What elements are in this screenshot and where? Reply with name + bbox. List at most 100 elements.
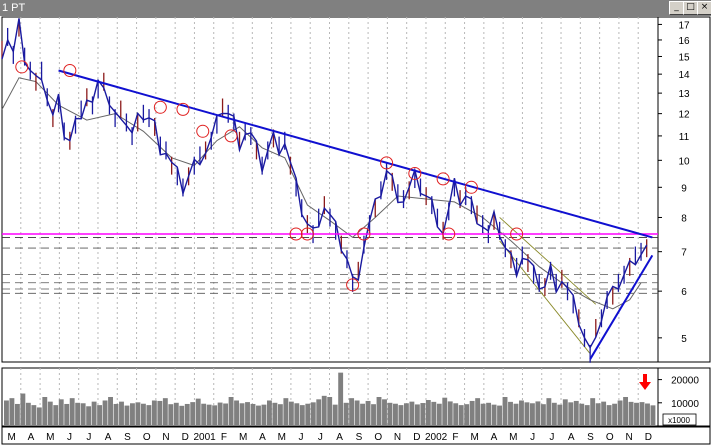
price-tick-label: 14 — [678, 70, 690, 81]
circle-marker — [63, 64, 77, 78]
volume-bar — [524, 402, 530, 425]
volume-bar — [497, 405, 502, 425]
volume-bar — [266, 400, 272, 425]
x-tick-label: F — [221, 432, 227, 443]
volume-bar — [469, 400, 475, 425]
volume-bar — [173, 402, 179, 425]
x-tick-label: M — [471, 432, 479, 443]
circle-marker — [289, 227, 303, 241]
volume-bar — [272, 402, 278, 425]
price-axis-panel — [657, 16, 711, 363]
x-tick-label: N — [394, 432, 401, 443]
circled-points — [15, 60, 524, 292]
x-tick-label: M — [509, 432, 517, 443]
price-tick-label: 10 — [678, 156, 690, 167]
volume-bar — [261, 404, 267, 425]
volume-bar — [650, 405, 656, 425]
volume-bar — [4, 400, 9, 425]
volume-bar — [124, 405, 130, 425]
volume-bar — [217, 402, 223, 425]
circle-marker — [357, 227, 371, 241]
resistance-trendline — [58, 69, 653, 239]
circle-marker — [408, 166, 422, 180]
volume-bar — [53, 405, 59, 425]
volume-bar — [36, 407, 42, 425]
price-tick-label: 15 — [678, 52, 690, 63]
volume-tick-label: 10000 — [671, 399, 699, 410]
volume-unit-label: x1000 — [668, 416, 690, 425]
volume-bar — [425, 400, 431, 425]
volume-bar — [365, 400, 371, 425]
volume-bar — [195, 398, 201, 425]
volume-bar — [606, 405, 612, 425]
volume-tick-label: 20000 — [671, 376, 699, 387]
volume-bar — [283, 398, 289, 425]
volume-bar — [623, 397, 629, 425]
circle-marker — [464, 180, 478, 194]
volume-bar — [75, 402, 81, 425]
volume-bar — [310, 402, 316, 425]
close-button[interactable]: × — [697, 1, 711, 15]
x-tick-label: J — [299, 432, 304, 443]
volume-bar — [551, 402, 557, 425]
x-tick-label: A — [568, 432, 575, 443]
volume-bar — [349, 398, 355, 425]
volume-bar — [557, 404, 563, 425]
volume-bar — [590, 398, 596, 425]
volume-bar — [47, 401, 53, 425]
x-tick-label: F — [452, 432, 458, 443]
circle-marker — [436, 172, 450, 186]
circle-marker — [442, 227, 456, 241]
x-tick-label: A — [491, 432, 498, 443]
channel-line — [499, 240, 591, 354]
volume-bar — [316, 399, 322, 425]
volume-bar — [108, 397, 113, 425]
volume-bar — [409, 401, 415, 425]
circle-marker — [176, 102, 190, 116]
x-tick-label: S — [356, 432, 363, 443]
circle-marker — [380, 156, 394, 170]
volume-bar — [628, 401, 634, 425]
arrow-head — [639, 382, 651, 390]
volume-bar — [69, 398, 75, 425]
volume-bar — [387, 402, 393, 425]
volume-bar — [393, 403, 398, 425]
volume-bar — [546, 398, 552, 425]
volume-bar — [162, 398, 168, 425]
volume-bar — [475, 398, 481, 425]
x-tick-label: N — [625, 432, 632, 443]
volume-bar — [91, 401, 97, 425]
volume-bar — [645, 403, 650, 425]
x-tick-label: A — [28, 432, 35, 443]
volume-bar — [414, 404, 420, 425]
volume-bar — [9, 398, 15, 425]
price-tick-label: 5 — [681, 334, 687, 345]
volume-bar — [113, 403, 119, 425]
volume-bar — [617, 400, 623, 425]
volume-bars — [4, 372, 656, 425]
volume-bar — [535, 401, 541, 425]
circle-marker — [15, 60, 29, 74]
volume-bar — [343, 402, 349, 425]
volume-bar — [201, 403, 207, 425]
x-tick-label: J — [86, 432, 91, 443]
volume-bar — [327, 397, 333, 425]
x-tick-label: M — [46, 432, 54, 443]
volume-bar — [453, 403, 459, 425]
volume-bar — [562, 399, 568, 425]
volume-bar — [584, 405, 590, 425]
x-tick-label: M — [239, 432, 247, 443]
volume-bar — [332, 404, 338, 425]
volume-bar — [234, 400, 239, 425]
volume-bar — [491, 404, 497, 425]
volume-bar — [634, 402, 639, 425]
x-tick-label: D — [645, 432, 652, 443]
volume-bar — [601, 401, 607, 425]
volume-bar — [294, 403, 300, 425]
maximize-button[interactable]: □ — [683, 1, 698, 15]
volume-bar — [540, 404, 546, 425]
volume-bar — [519, 400, 524, 425]
minimize-button[interactable]: _ — [669, 1, 684, 15]
x-tick-label: D — [182, 432, 189, 443]
